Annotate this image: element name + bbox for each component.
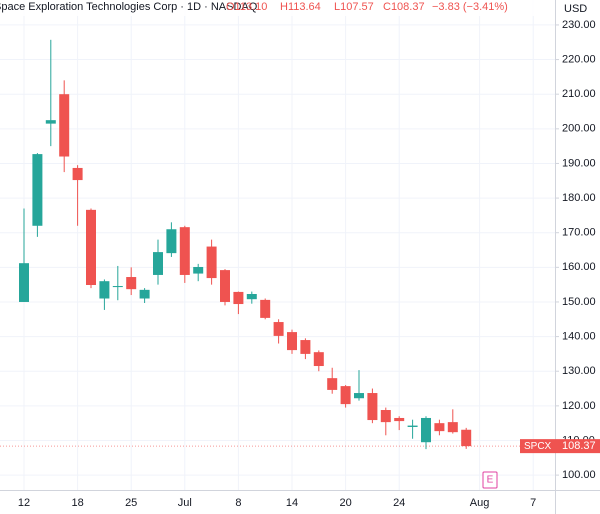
candle-body xyxy=(233,291,244,305)
y-tick-label: 120.00 xyxy=(562,400,596,412)
y-tick-label: 100.00 xyxy=(562,469,596,481)
candle-body xyxy=(273,322,284,336)
y-tick-label: 140.00 xyxy=(562,330,596,342)
header-bg xyxy=(0,0,555,16)
candle-body xyxy=(206,246,217,279)
price-tag xyxy=(520,439,600,454)
candle-body xyxy=(461,429,472,447)
y-tick-label: 160.00 xyxy=(562,261,596,273)
y-tick-label: 190.00 xyxy=(562,157,596,169)
candle-body xyxy=(394,417,405,422)
candle-body xyxy=(153,252,163,275)
candle-body xyxy=(313,352,324,367)
candle-body xyxy=(246,294,257,300)
y-tick-label: 180.00 xyxy=(562,192,596,204)
y-tick-label: 200.00 xyxy=(562,123,596,135)
candle-body xyxy=(19,263,29,302)
x-tick-label: 24 xyxy=(393,497,405,509)
candle-body xyxy=(86,209,96,285)
candle-body xyxy=(340,386,351,405)
header: Space Exploration Technologies Corp · 1D… xyxy=(0,0,555,16)
y-tick-label: 220.00 xyxy=(562,53,596,65)
price-symbol: SPCX xyxy=(524,441,552,452)
header-value: −3.83 (−3.41%) xyxy=(432,1,508,13)
candle-body xyxy=(300,340,311,354)
candle-body xyxy=(193,266,204,274)
candle-body xyxy=(407,425,418,427)
x-tick-label: 18 xyxy=(71,497,83,509)
y-tick-label: 130.00 xyxy=(562,365,596,377)
header-value: O113.10 xyxy=(226,1,267,13)
candle-body xyxy=(99,281,110,299)
candle-body xyxy=(179,227,190,275)
axes: 100.00110.00120.00130.00140.00150.00160.… xyxy=(18,19,600,509)
candle-body xyxy=(287,332,297,351)
y-tick-label: 170.00 xyxy=(562,227,596,239)
y-tick-label: 210.00 xyxy=(562,88,596,100)
event-marker-box xyxy=(482,471,498,489)
candle-body xyxy=(59,94,70,157)
x-tick-label: 7 xyxy=(530,497,536,509)
candle-body xyxy=(112,286,123,288)
x-tick-label: 14 xyxy=(286,497,298,509)
x-tick-label: 12 xyxy=(18,497,30,509)
candle-body xyxy=(126,277,137,290)
candle-body xyxy=(220,270,230,302)
candle-body xyxy=(72,167,83,181)
price-label: 108.37 xyxy=(562,440,596,452)
currency: USD xyxy=(564,3,587,15)
header-value: C108.37 xyxy=(383,1,425,13)
event-marker: E xyxy=(487,475,494,486)
y-tick-label: 150.00 xyxy=(562,296,596,308)
candle-body xyxy=(354,393,364,399)
header-title: Space Exploration Technologies Corp · 1D… xyxy=(0,1,258,13)
candle-body xyxy=(139,289,150,299)
candle-body xyxy=(380,410,391,423)
y-tick-label: 230.00 xyxy=(562,19,596,31)
x-tick-label: Aug xyxy=(470,497,490,509)
x-tick-label: 8 xyxy=(235,497,241,509)
header-value: H113.64 xyxy=(280,1,321,13)
plot-area xyxy=(0,0,555,490)
candle-body xyxy=(434,423,445,432)
candle-body xyxy=(45,120,56,124)
x-tick-label: 25 xyxy=(125,497,137,509)
x-tick-label: 20 xyxy=(339,497,351,509)
header-value: L107.57 xyxy=(334,1,374,13)
candle-body xyxy=(260,299,271,318)
candle-body xyxy=(327,378,338,390)
candle-body xyxy=(367,393,378,421)
candle-body xyxy=(32,154,43,226)
candle-body xyxy=(447,422,458,433)
candle-body xyxy=(166,229,177,254)
candle-body xyxy=(421,417,431,443)
x-tick-label: Jul xyxy=(178,497,192,509)
